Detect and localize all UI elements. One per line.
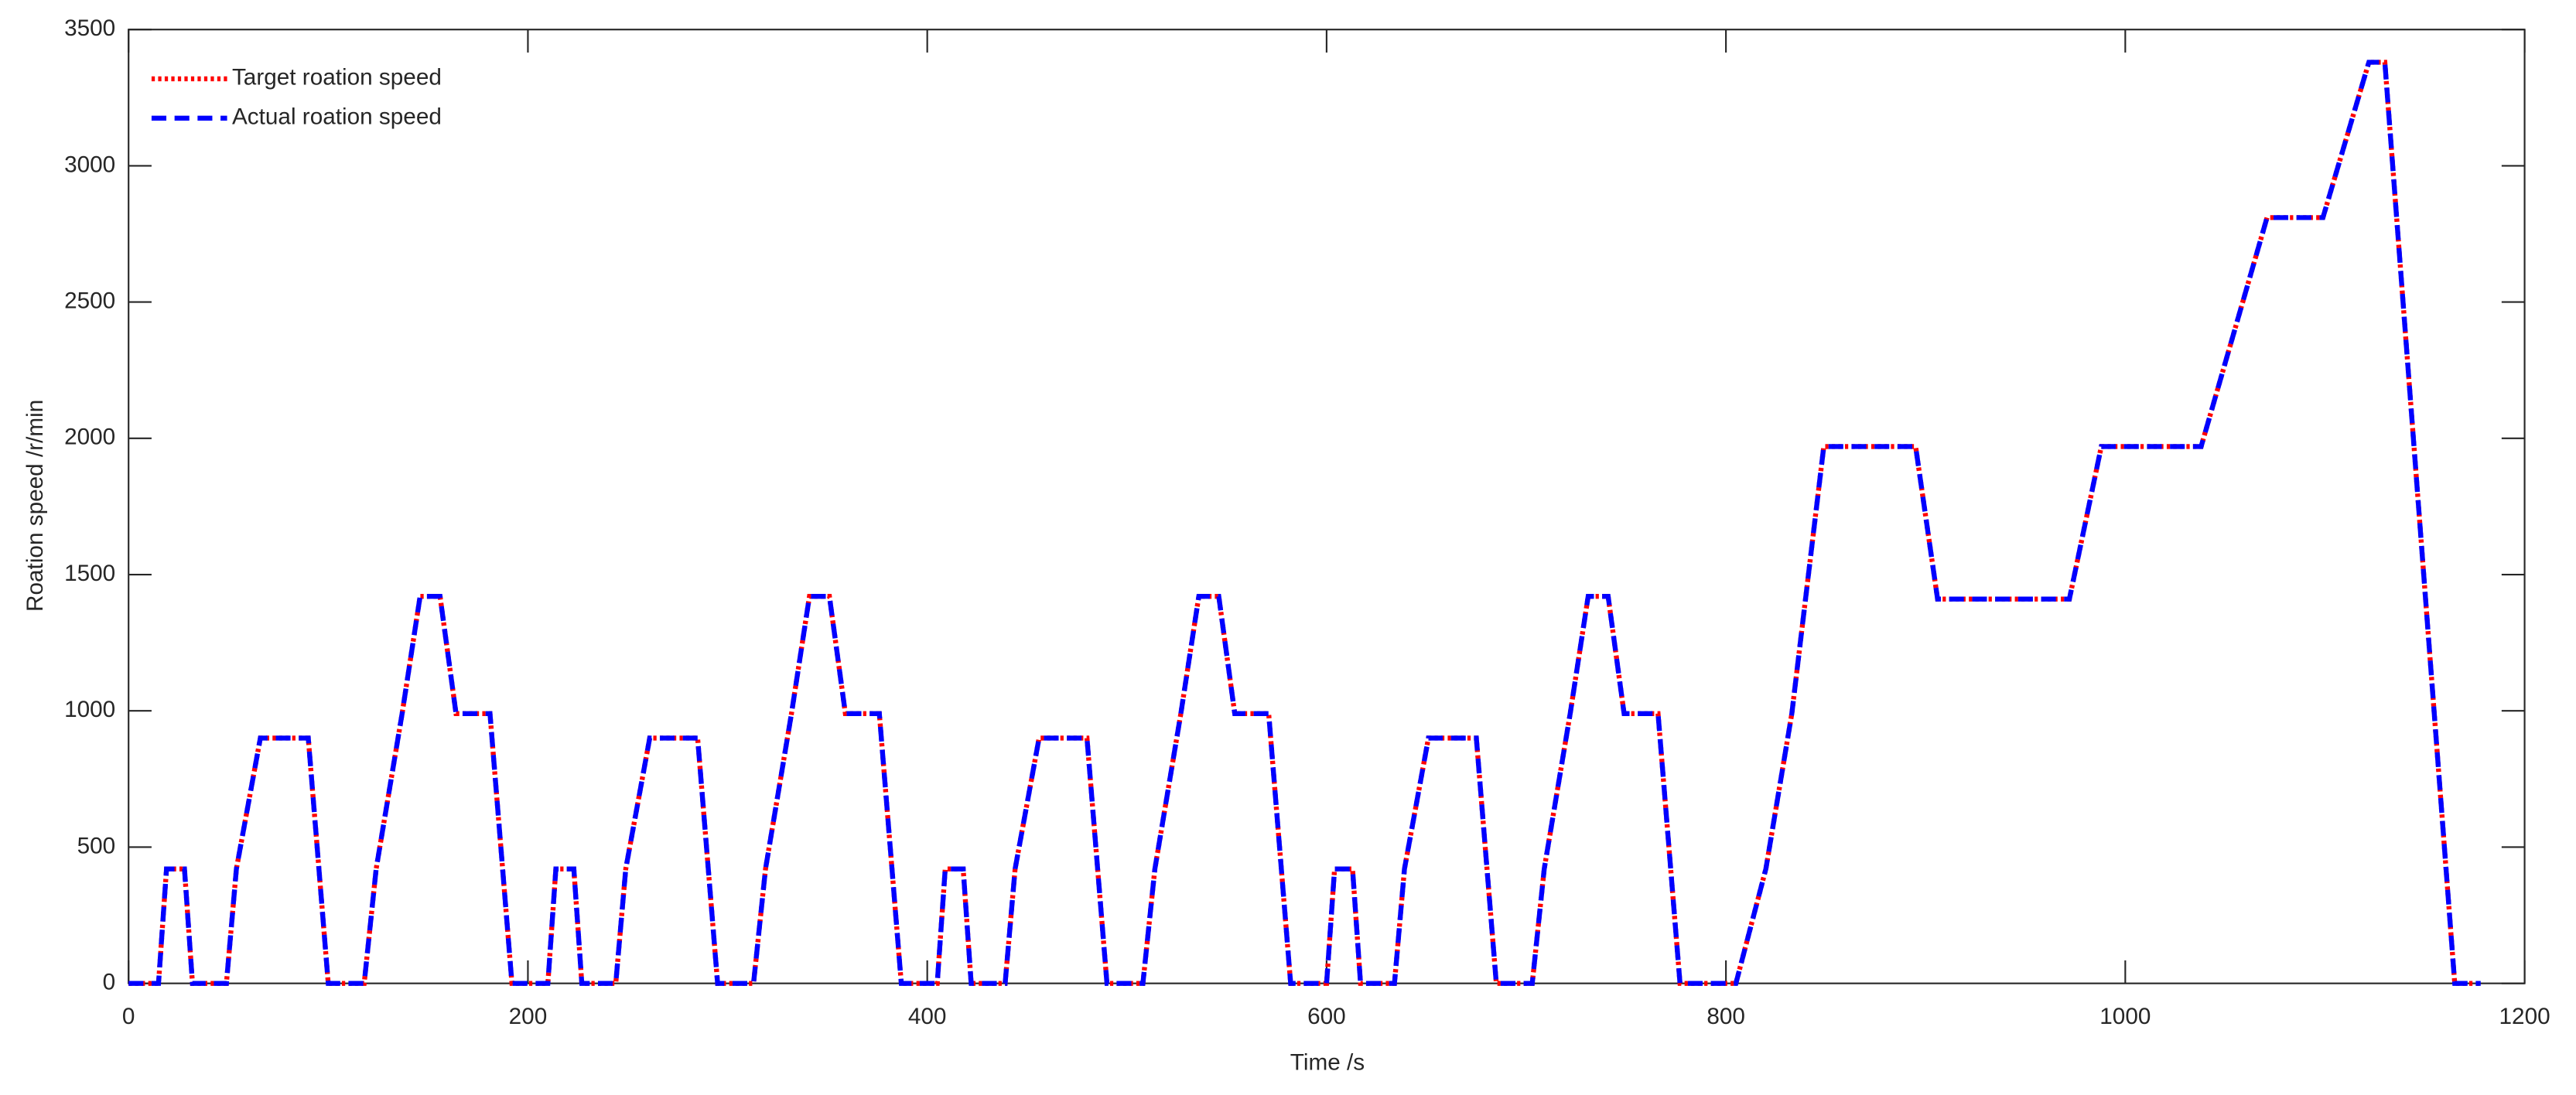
y-tick-label: 1500 (64, 561, 115, 586)
y-tick-label: 2000 (64, 425, 115, 450)
x-tick-label: 600 (1307, 1004, 1346, 1029)
y-tick-label: 500 (77, 833, 116, 858)
x-tick-label: 200 (509, 1004, 548, 1029)
x-tick-label: 800 (1707, 1004, 1745, 1029)
legend-label: Actual roation speed (232, 104, 442, 130)
y-axis-label: Roation speed /r/min (22, 400, 48, 612)
y-tick-label: 2500 (64, 288, 115, 313)
legend-label: Target roation speed (232, 65, 442, 90)
x-axis-label: Time /s (1290, 1050, 1365, 1076)
y-tick-label: 3500 (64, 15, 115, 41)
y-tick-label: 1000 (64, 697, 115, 722)
x-tick-label: 1200 (2499, 1004, 2550, 1029)
x-tick-label: 400 (908, 1004, 947, 1029)
series-line (128, 60, 2481, 986)
x-tick-label: 0 (122, 1004, 135, 1029)
y-tick-label: 0 (103, 969, 116, 994)
y-tick-label: 3000 (64, 152, 115, 177)
plot-frame (128, 29, 2526, 984)
x-tick-label: 1000 (2099, 1004, 2151, 1029)
